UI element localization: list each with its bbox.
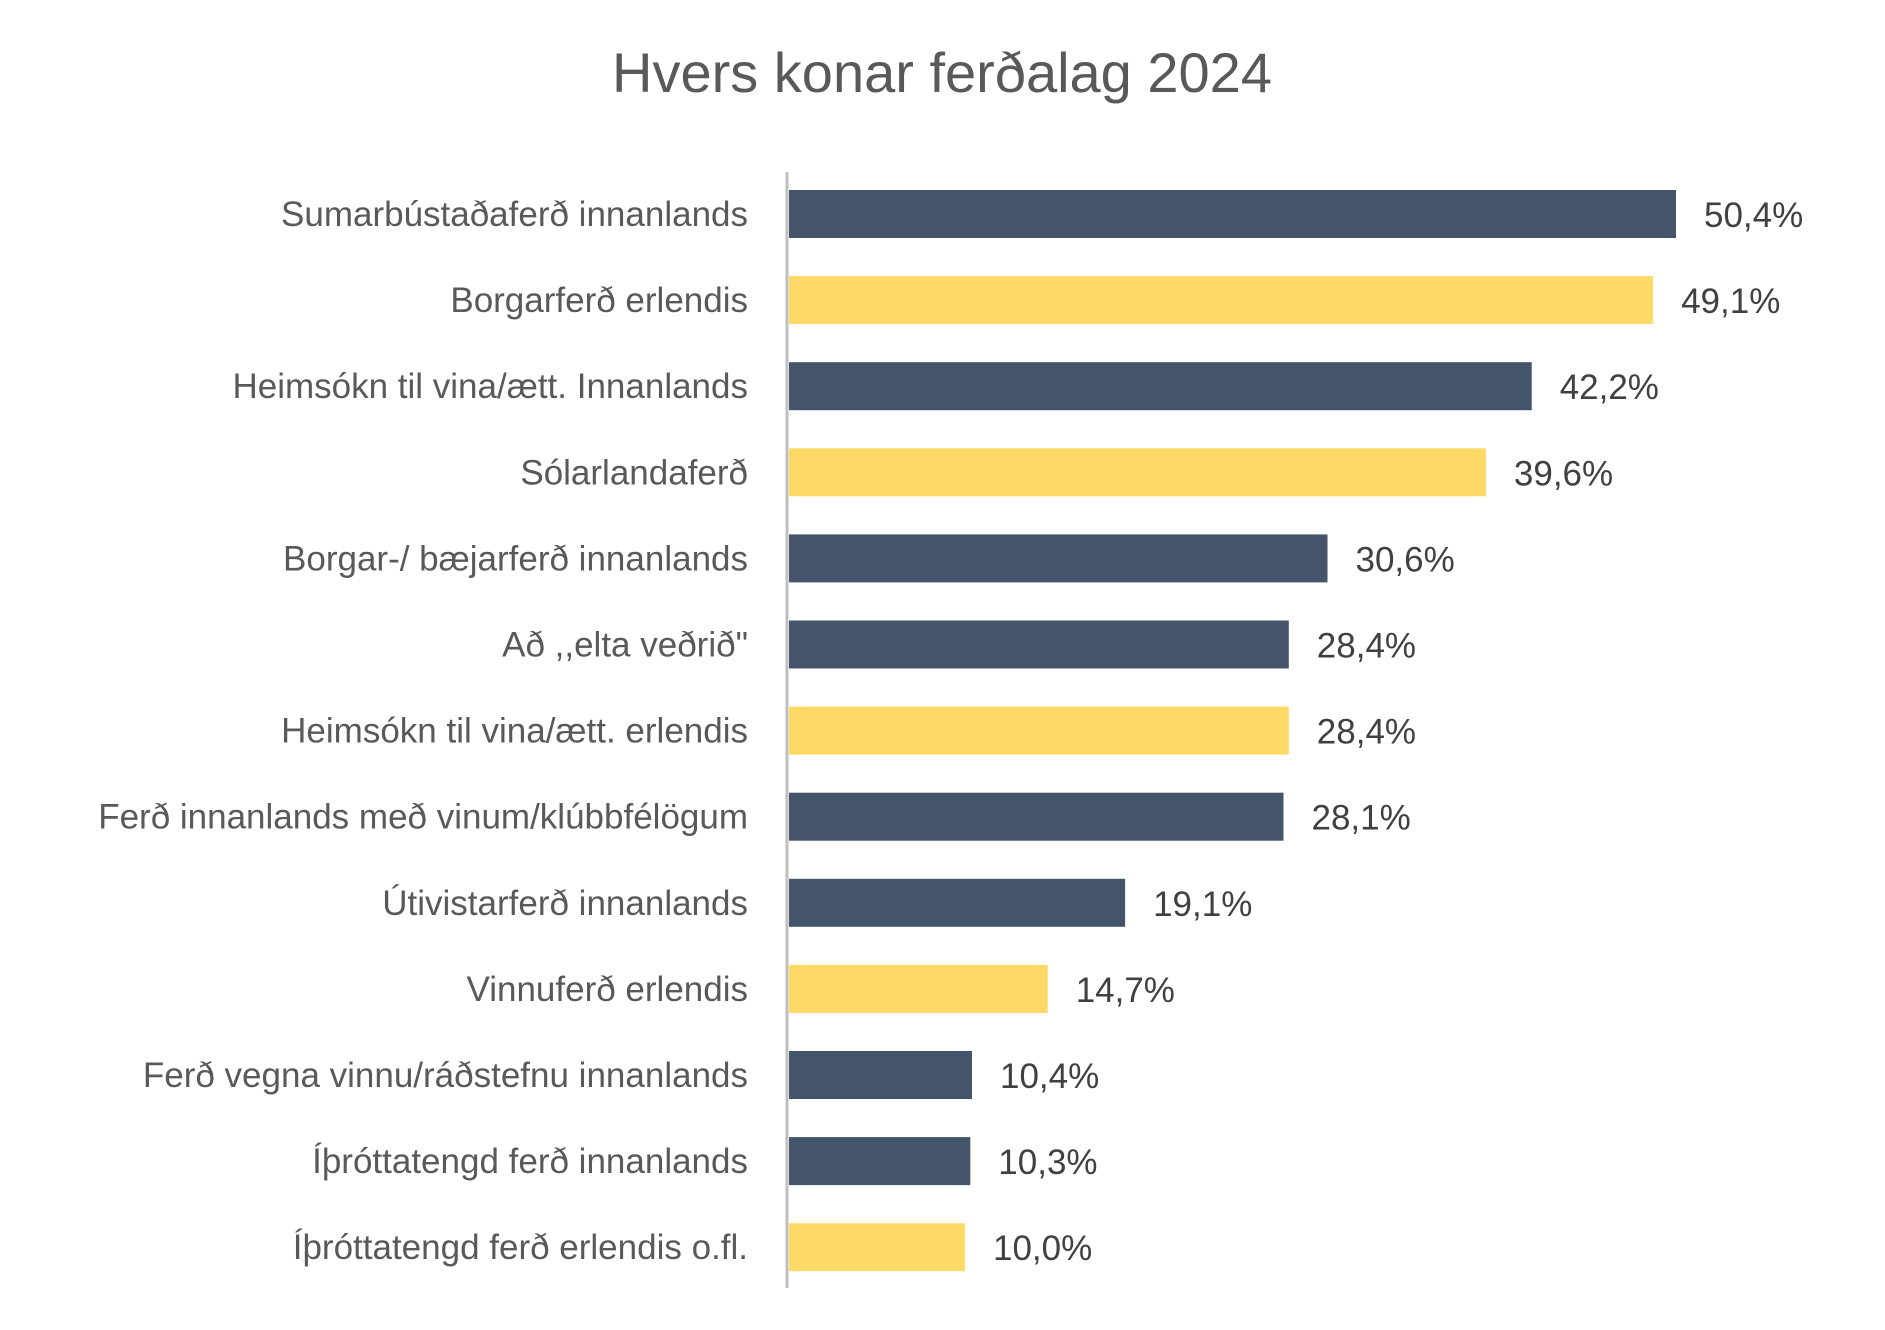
category-label: Ferð innanlands með vinum/klúbbfélögum: [98, 798, 748, 837]
value-label: 28,1%: [1312, 799, 1411, 838]
value-label: 28,4%: [1317, 627, 1416, 666]
value-label: 19,1%: [1153, 885, 1252, 924]
category-label: Sumarbústaðaferð innanlands: [281, 195, 748, 234]
bar: [789, 620, 1289, 669]
category-label: Að ,,elta veðrið": [502, 626, 748, 665]
bar: [789, 1051, 972, 1099]
category-label: Ferð vegna vinnu/ráðstefnu innanlands: [143, 1056, 748, 1095]
category-label: Heimsókn til vina/ætt. erlendis: [281, 712, 748, 751]
category-label: Borgar-/ bæjarferð innanlands: [283, 539, 748, 578]
value-label: 42,2%: [1560, 368, 1659, 407]
value-label: 14,7%: [1076, 971, 1175, 1010]
category-label: Heimsókn til vina/ætt. Innanlands: [232, 367, 748, 406]
category-label: Sólarlandaferð: [520, 453, 748, 492]
category-label: Vinnuferð erlendis: [467, 970, 749, 1009]
bar: [789, 448, 1486, 497]
bar: [789, 964, 1048, 1013]
category-label: Borgarferð erlendis: [450, 281, 748, 320]
value-label: 28,4%: [1317, 713, 1416, 752]
bar: [789, 792, 1284, 841]
bar: [789, 1137, 971, 1186]
bar: [789, 1223, 965, 1272]
value-label: 10,0%: [993, 1229, 1092, 1268]
value-label: 49,1%: [1681, 282, 1780, 321]
bars-layer: Sumarbústaðaferð innanlands 50,4% Borgarfe…: [98, 190, 1803, 1272]
bar: [789, 362, 1532, 411]
chart-title: Hvers konar ferðalag 2024: [612, 41, 1272, 104]
bar: [789, 878, 1126, 927]
value-label: 30,6%: [1356, 540, 1455, 579]
category-label: Útivistarferð innanlands: [382, 884, 748, 923]
bar: [789, 534, 1328, 583]
category-label: Íþróttatengd ferð erlendis o.fl.: [293, 1228, 748, 1267]
value-label: 10,4%: [1000, 1057, 1099, 1096]
category-label: Íþróttatengd ferð innanlands: [312, 1142, 748, 1181]
bar: [789, 706, 1289, 755]
value-label: 39,6%: [1514, 454, 1613, 493]
bar: [789, 190, 1676, 238]
value-label: 50,4%: [1704, 196, 1803, 235]
value-label: 10,3%: [998, 1143, 1097, 1182]
bar: [789, 276, 1654, 325]
